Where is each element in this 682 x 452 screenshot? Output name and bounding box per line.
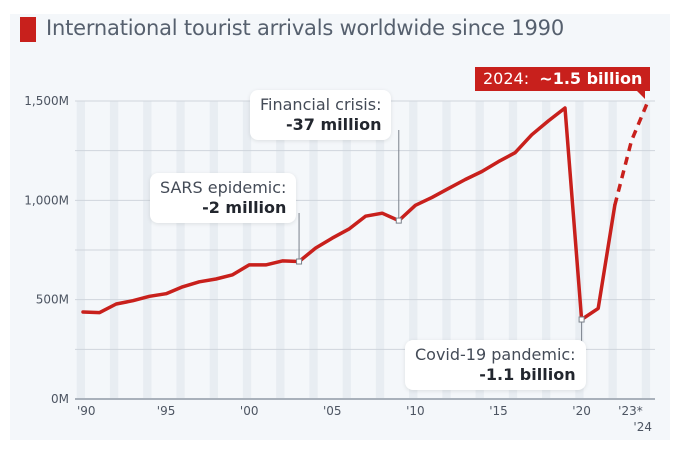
event-marker [395, 217, 402, 224]
annotation-covid-value: -1.1 billion [479, 365, 576, 384]
actual-series-line [81, 106, 617, 322]
event-marker [578, 316, 585, 323]
forecast-badge-prefix: 2024: [483, 69, 530, 88]
x-tick-label: '95 [157, 404, 176, 418]
x-tick-label: '10 [406, 404, 425, 418]
annotation-covid: Covid-19 pandemic: -1.1 billion [405, 340, 586, 390]
x-tick-label: '90 [77, 404, 96, 418]
forecast-badge: 2024: ~1.5 billion [475, 67, 651, 91]
y-tick-label: 1,500M [24, 94, 69, 108]
x-tick-label: '20 [572, 404, 591, 418]
annotation-sars: SARS epidemic: -2 million [150, 173, 297, 223]
x-tick-label: '24 [633, 420, 652, 434]
forecast-badge-value: ~1.5 billion [539, 69, 643, 88]
annotation-financial-crisis: Financial crisis: -37 million [250, 90, 392, 140]
annotation-leaders [298, 130, 583, 345]
annotation-financial-label: Financial crisis: [260, 95, 382, 114]
x-tick-label: '05 [323, 404, 342, 418]
annotation-sars-label: SARS epidemic: [160, 178, 287, 197]
y-tick-label: 500M [36, 293, 69, 307]
chart-title: International tourist arrivals worldwide… [46, 16, 564, 40]
forecast-badge-pointer [637, 91, 645, 99]
x-tick-label: '00 [240, 404, 259, 418]
annotation-covid-label: Covid-19 pandemic: [415, 345, 576, 364]
event-marker [296, 258, 303, 265]
annotation-financial-value: -37 million [286, 115, 382, 134]
title-accent-bar [20, 17, 36, 42]
annotation-sars-value: -2 million [202, 198, 287, 217]
x-tick-label: '15 [489, 404, 508, 418]
point-markers [296, 91, 645, 323]
x-axis-ticks: '90 '95 '00 '05 '10 '15 '20 '23* '24 [77, 404, 652, 434]
y-axis-ticks: 0M 500M 1,000M 1,500M [24, 94, 69, 406]
y-tick-label: 1,000M [24, 193, 69, 207]
series-lines [81, 100, 650, 322]
x-tick-label: '23* [618, 404, 643, 418]
y-tick-label: 0M [51, 392, 69, 406]
